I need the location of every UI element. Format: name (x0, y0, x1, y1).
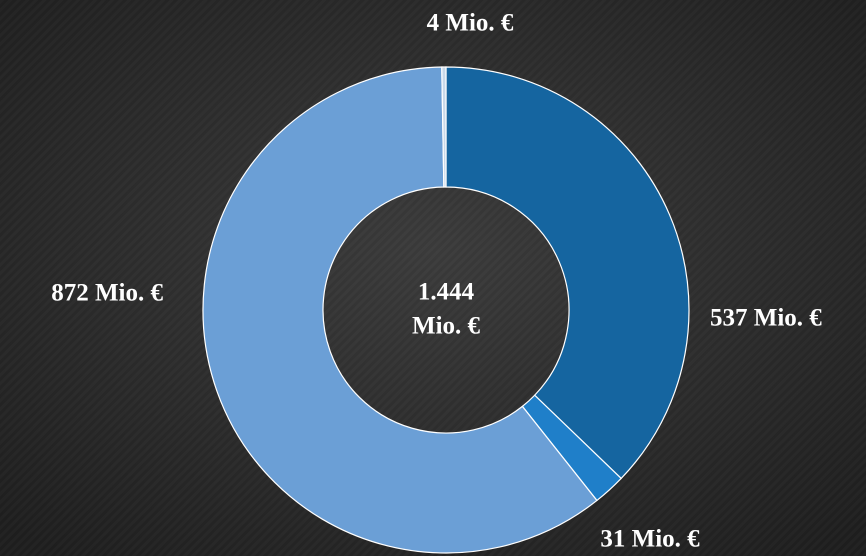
slice (445, 66, 690, 480)
data-label: 872 Mio. € (51, 280, 163, 307)
slice (202, 66, 598, 554)
slice (441, 66, 447, 188)
data-label: 537 Mio. € (710, 305, 822, 332)
data-label: 31 Mio. € (600, 526, 700, 553)
data-label: 4 Mio. € (427, 10, 514, 37)
center-label: 1.444 (418, 279, 475, 306)
center-label: Mio. € (412, 313, 481, 340)
slices (202, 66, 690, 554)
